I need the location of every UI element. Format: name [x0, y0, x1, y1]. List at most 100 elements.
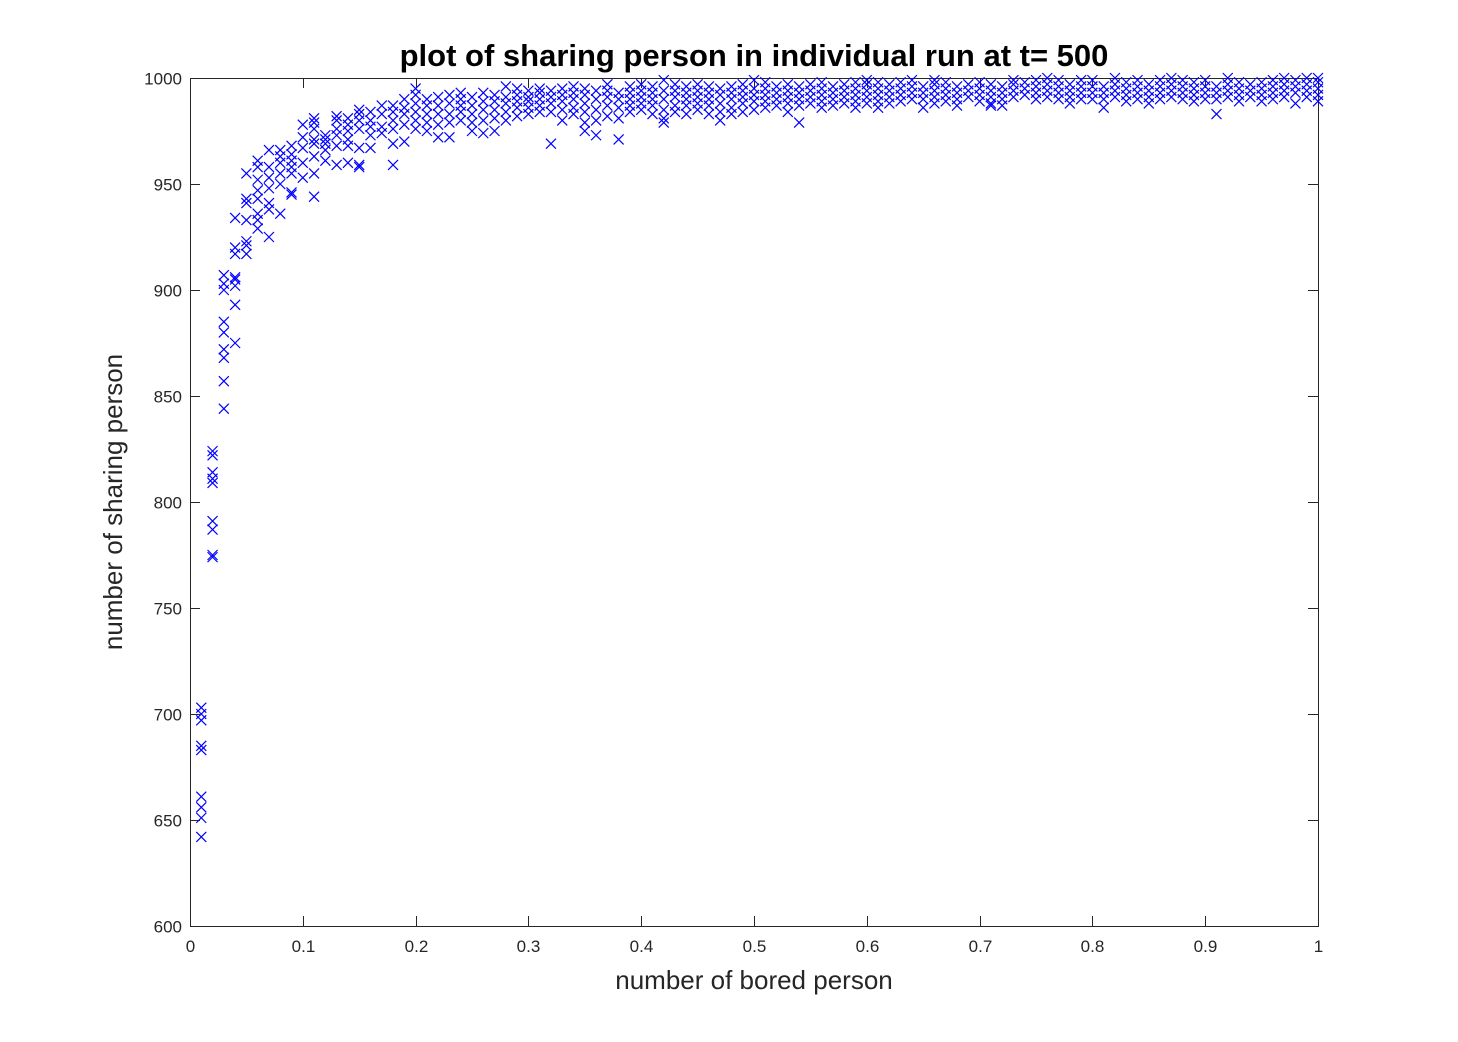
- data-point: [432, 108, 444, 120]
- data-point: [500, 91, 512, 103]
- data-point: [229, 271, 241, 283]
- data-point: [466, 125, 478, 137]
- axis-ticks: 0 0.1 0.2 0.3 0.4 0.5 0.6 0.7 0.8 0.9 1 600 650 700 75…: [144, 70, 1323, 957]
- data-point: [1120, 76, 1132, 88]
- data-point: [331, 140, 343, 152]
- data-point: [263, 231, 275, 243]
- data-point: [906, 74, 918, 86]
- data-point: [308, 151, 320, 162]
- data-point: [917, 102, 929, 114]
- data-point: [568, 102, 579, 114]
- data-point: [489, 125, 500, 137]
- data-point: [1154, 74, 1166, 86]
- data-point: [297, 142, 309, 154]
- data-point: [1008, 74, 1019, 86]
- data-point: [534, 83, 546, 95]
- data-point: [274, 208, 286, 220]
- data-point: [297, 131, 309, 143]
- data-point: [692, 78, 704, 90]
- data-point: [308, 167, 320, 179]
- data-point: [669, 100, 681, 111]
- data-point: [1211, 108, 1222, 120]
- data-point: [1053, 74, 1064, 86]
- data-point: [579, 125, 591, 137]
- data-point: [319, 155, 331, 167]
- data-point: [1188, 76, 1200, 88]
- data-point: [726, 102, 737, 114]
- data-point: [353, 108, 365, 120]
- data-point: [207, 466, 218, 478]
- data-point: [229, 212, 241, 224]
- data-point: [658, 117, 670, 128]
- data-point: [545, 85, 557, 97]
- data-point: [432, 131, 444, 143]
- data-point: [1098, 81, 1110, 92]
- data-point: [748, 104, 760, 116]
- data-point: [985, 100, 997, 111]
- data-point: [703, 81, 715, 92]
- x-tick-label: 1: [1314, 937, 1323, 956]
- data-point: [827, 81, 839, 92]
- data-point: [748, 74, 760, 86]
- data-point: [556, 114, 568, 126]
- data-point: [207, 549, 218, 561]
- data-point: [286, 187, 297, 198]
- data-point: [1075, 74, 1087, 86]
- data-point: [252, 223, 264, 234]
- data-point: [658, 93, 670, 105]
- data-point: [590, 85, 602, 97]
- data-point: [658, 85, 670, 97]
- data-point: [331, 114, 343, 126]
- data-point: [872, 76, 884, 88]
- data-point: [376, 100, 388, 111]
- data-point: [883, 78, 895, 90]
- data-point: [353, 142, 365, 154]
- data-point: [376, 121, 388, 133]
- data-point: [286, 148, 297, 160]
- data-point: [601, 100, 613, 111]
- x-tick-label: 0.2: [405, 937, 429, 956]
- data-point: [601, 78, 613, 90]
- data-point: [398, 102, 410, 114]
- data-point: [748, 83, 760, 95]
- data-point: [1312, 72, 1324, 84]
- data-point: [308, 112, 320, 124]
- data-point: [680, 81, 692, 92]
- x-tick-label: 0.4: [630, 937, 654, 956]
- data-point: [195, 831, 207, 843]
- data-point: [1143, 78, 1155, 90]
- data-point: [477, 114, 489, 126]
- data-point: [432, 119, 444, 131]
- data-point: [218, 403, 230, 415]
- data-point: [613, 87, 625, 99]
- data-point: [1211, 81, 1222, 92]
- data-point: [286, 189, 297, 201]
- data-point: [1109, 72, 1121, 84]
- y-tick-label: 600: [154, 918, 182, 937]
- data-point: [680, 108, 692, 120]
- data-point: [996, 81, 1008, 92]
- data-point: [240, 214, 252, 226]
- data-point: [1165, 72, 1177, 84]
- data-point: [782, 106, 794, 118]
- data-point: [929, 74, 940, 86]
- data-point: [917, 81, 929, 92]
- data-point: [489, 89, 500, 101]
- data-point: [1222, 72, 1234, 84]
- data-point: [263, 144, 275, 156]
- data-point: [342, 134, 354, 145]
- data-point: [929, 78, 940, 90]
- data-point: [500, 106, 512, 118]
- data-point: [365, 114, 376, 126]
- data-point: [545, 106, 557, 118]
- data-point: [331, 110, 343, 122]
- data-point: [985, 78, 997, 90]
- data-point: [274, 167, 286, 179]
- data-point: [714, 106, 726, 118]
- data-point: [1086, 74, 1098, 86]
- data-point: [444, 131, 455, 143]
- data-point: [444, 117, 455, 128]
- data-point: [895, 76, 907, 88]
- data-point: [218, 269, 230, 281]
- data-point: [308, 138, 320, 150]
